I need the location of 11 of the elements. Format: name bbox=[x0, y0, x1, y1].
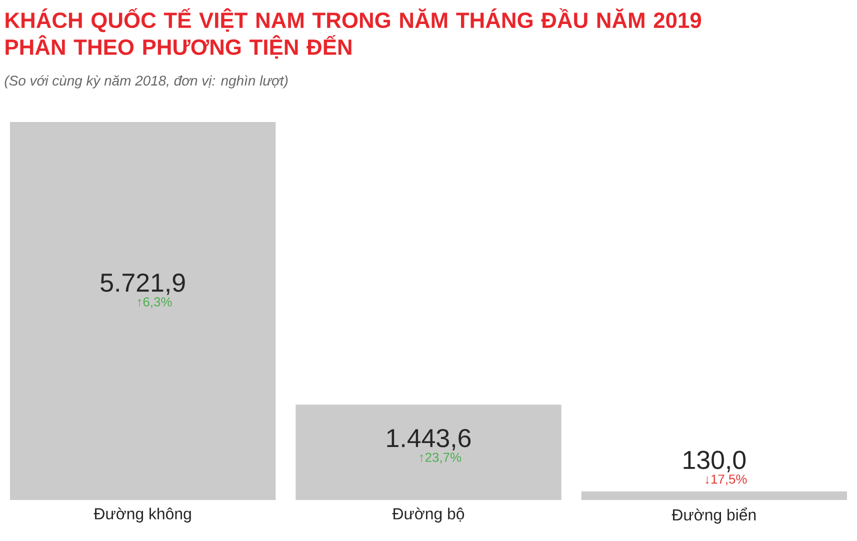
annotation: ↓17,5% bbox=[706, 474, 747, 486]
x-tick-label: Đường bộ bbox=[392, 508, 464, 523]
annotation: ↑6,3% bbox=[138, 297, 172, 308]
chart-subtitle: (So với cùng kỳ năm 2018, đơn vị: nghìn lượt) bbox=[4, 75, 288, 88]
chart-title: KHÁCH QUỐC TẾ VIỆT NAM TRONG NĂM THÁNG ĐẦU NĂM 2019 PHÂN THEO PHƯƠNG TIỆN ĐẾN bbox=[6, 8, 702, 59]
x-tick-label: Đường biển bbox=[672, 508, 756, 524]
data-label: 1.443,6 bbox=[387, 428, 471, 450]
data-label: 5.721,9 bbox=[100, 273, 185, 295]
data-label: 130,0 bbox=[684, 450, 746, 472]
x-tick-label: Đường không bbox=[94, 508, 191, 523]
annotation: ↑23,7% bbox=[420, 452, 462, 464]
